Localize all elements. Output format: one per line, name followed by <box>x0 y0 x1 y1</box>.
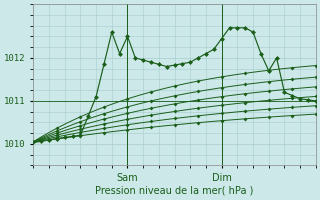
X-axis label: Pression niveau de la mer( hPa ): Pression niveau de la mer( hPa ) <box>95 186 254 196</box>
